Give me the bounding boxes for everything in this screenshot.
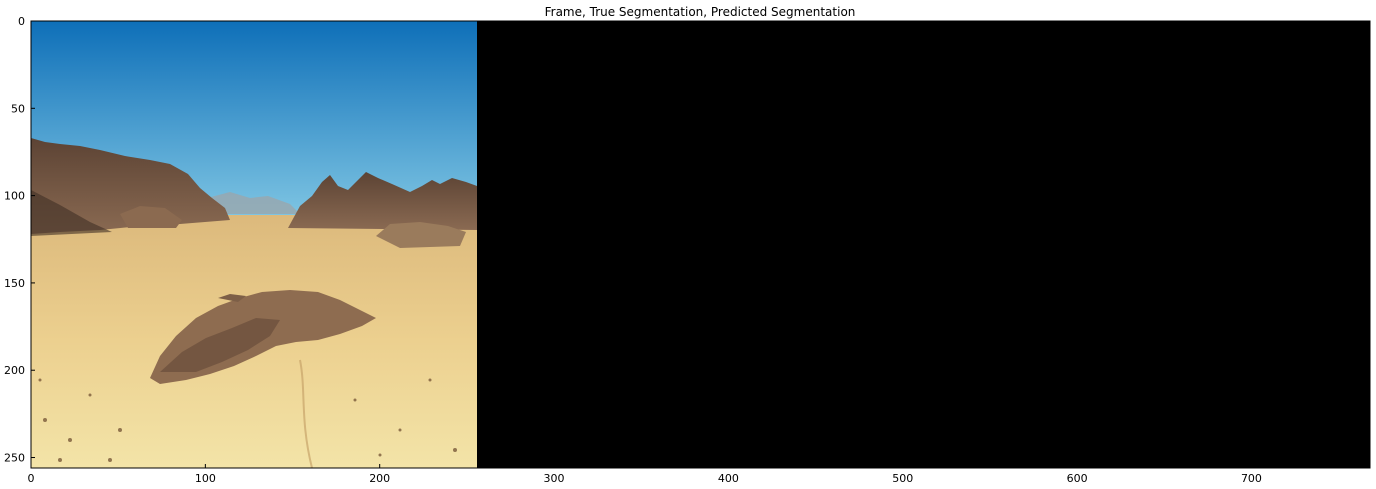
right-rock-massif (288, 172, 477, 230)
y-tick-label: 100 (4, 190, 25, 203)
footpath (299, 359, 313, 468)
left-rock-shadow (31, 190, 112, 236)
y-tick-label: 250 (4, 452, 25, 465)
x-tick-label: 100 (195, 472, 216, 485)
frame-image (31, 21, 477, 468)
foreground-rock-small (218, 294, 246, 302)
left-rock-base (120, 206, 182, 228)
x-tick-label: 0 (28, 472, 35, 485)
foreground-rock-shade (160, 318, 280, 372)
x-tick-label: 600 (1067, 472, 1088, 485)
x-axis-ticks: 0 100 200 300 400 500 600 700 (28, 464, 1262, 485)
left-rock-massif (31, 138, 230, 234)
true-segmentation-mask (477, 21, 924, 468)
x-tick-label: 400 (718, 472, 739, 485)
y-axis-ticks: 0 50 100 150 200 250 (4, 15, 1370, 465)
x-tick-label: 300 (544, 472, 565, 485)
x-tick-label: 200 (369, 472, 390, 485)
predicted-segmentation-mask (923, 21, 1370, 468)
y-tick-label: 0 (18, 15, 25, 28)
y-tick-label: 50 (11, 102, 25, 115)
figure-title: Frame, True Segmentation, Predicted Segm… (544, 5, 856, 19)
axes-frame (30, 20, 1371, 469)
right-rock-base (376, 222, 466, 248)
x-tick-label: 700 (1241, 472, 1262, 485)
y-tick-label: 150 (4, 277, 25, 290)
shrubs (38, 378, 457, 462)
y-tick-label: 200 (4, 364, 25, 377)
x-tick-label: 500 (892, 472, 913, 485)
